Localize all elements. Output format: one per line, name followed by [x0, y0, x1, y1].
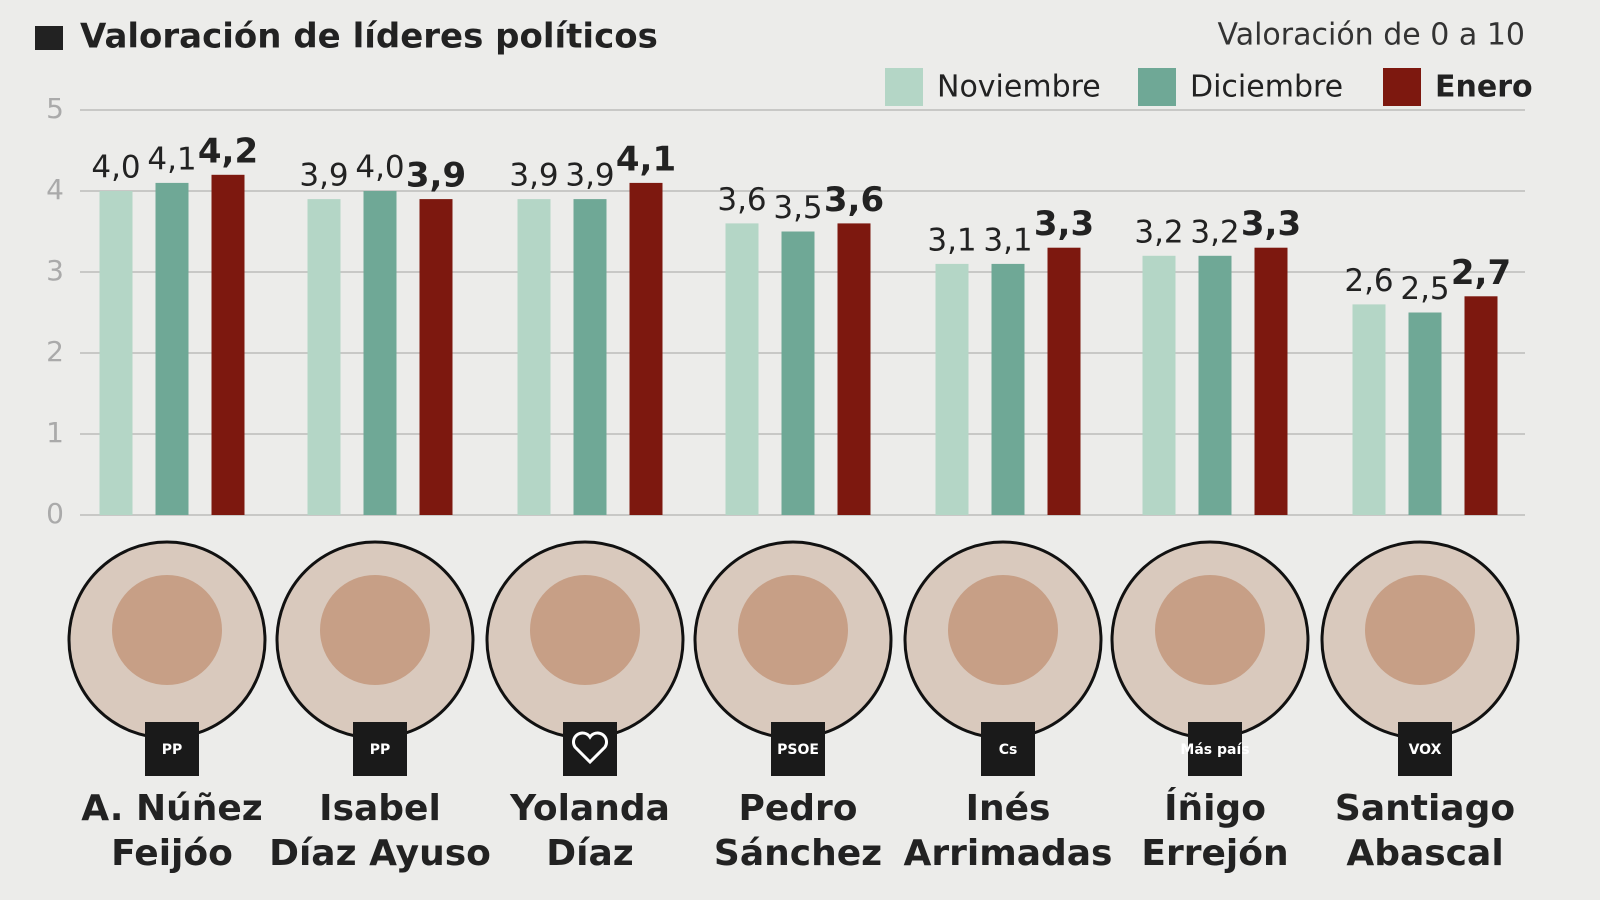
value-label: 2,6: [1344, 263, 1393, 299]
value-label: 4,1: [616, 139, 676, 179]
portrait-head: [320, 575, 430, 685]
bar: [155, 182, 189, 515]
x-tick-label: Díaz Ayuso: [269, 833, 491, 874]
value-label: 3,6: [717, 182, 766, 218]
value-label: 3,3: [1241, 204, 1301, 244]
y-tick-label: 3: [46, 254, 64, 287]
party-logo: [1188, 722, 1242, 776]
x-tick-label: Errejón: [1141, 833, 1288, 874]
party-logo: [353, 722, 407, 776]
x-tick-label: A. Núñez: [81, 788, 263, 829]
x-tick-label: Santiago: [1335, 788, 1515, 829]
bar: [1198, 255, 1232, 516]
legend-label: Enero: [1435, 70, 1533, 105]
legend-label: Diciembre: [1190, 70, 1343, 105]
value-label: 2,5: [1400, 271, 1449, 307]
value-label: 3,2: [1134, 214, 1183, 250]
bar: [99, 191, 133, 515]
portrait-head: [1365, 575, 1475, 685]
portrait-head: [1155, 575, 1265, 685]
y-tick-label: 0: [46, 497, 64, 530]
value-label: 3,1: [927, 222, 976, 258]
bar: [1408, 312, 1442, 515]
bar: [419, 199, 453, 515]
bar: [1464, 296, 1498, 515]
title-marker: [35, 26, 63, 50]
value-label: 3,5: [773, 190, 822, 226]
value-label: 3,9: [565, 158, 614, 194]
value-label: 4,0: [91, 150, 140, 186]
party-name: PSOE: [777, 742, 819, 758]
party-logo: [981, 722, 1035, 776]
value-label: 2,7: [1451, 253, 1511, 293]
x-tick-label: Arrimadas: [903, 833, 1112, 874]
portrait-head: [948, 575, 1058, 685]
value-label: 3,6: [824, 180, 884, 220]
value-label: 4,2: [198, 131, 258, 171]
x-tick-label: Isabel: [319, 788, 441, 829]
bar: [307, 199, 341, 515]
party-name: PP: [162, 742, 183, 758]
value-label: 3,1: [983, 222, 1032, 258]
legend-swatch: [1138, 68, 1176, 106]
y-tick-label: 5: [46, 92, 64, 125]
y-tick-label: 4: [46, 173, 64, 206]
y-tick-label: 1: [46, 416, 64, 449]
party-logo: [771, 722, 825, 776]
chart-subtitle: Valoración de 0 a 10: [1218, 18, 1525, 53]
value-label: 3,9: [299, 158, 348, 194]
x-tick-label: Abascal: [1346, 833, 1503, 874]
legend-swatch: [1383, 68, 1421, 106]
party-heart: [572, 731, 608, 765]
bar: [725, 223, 759, 515]
bar: [1047, 247, 1081, 515]
bar: [363, 191, 397, 515]
party-logo: [1398, 722, 1452, 776]
portrait-head: [530, 575, 640, 685]
x-tick-label: Íñigo: [1164, 787, 1266, 829]
bar: [837, 223, 871, 515]
x-tick-label: Sánchez: [714, 833, 882, 874]
x-tick-label: Pedro: [738, 788, 857, 829]
bar: [1142, 255, 1176, 516]
value-label: 3,3: [1034, 204, 1094, 244]
party-name: Más país: [1180, 742, 1249, 758]
bar: [1254, 247, 1288, 515]
x-tick-label: Feijóo: [111, 833, 233, 874]
value-label: 3,9: [509, 158, 558, 194]
y-tick-label: 2: [46, 335, 64, 368]
value-label: 3,9: [406, 156, 466, 196]
bar: [211, 174, 245, 516]
bar: [991, 263, 1025, 515]
x-tick-label: Yolanda: [509, 788, 670, 829]
bar: [1352, 304, 1386, 515]
bar: [935, 263, 969, 515]
bar: [781, 231, 815, 515]
party-name: VOX: [1409, 742, 1442, 758]
bar: [517, 199, 551, 515]
x-tick-label: Díaz: [546, 833, 633, 874]
party-name: Cs: [999, 742, 1018, 758]
legend-label: Noviembre: [937, 70, 1101, 105]
value-label: 3,2: [1190, 214, 1239, 250]
party-logo: [145, 722, 199, 776]
portrait-head: [738, 575, 848, 685]
portrait-head: [112, 575, 222, 685]
x-tick-label: Inés: [966, 788, 1051, 829]
legend-swatch: [885, 68, 923, 106]
bar: [629, 182, 663, 515]
party-name: PP: [370, 742, 391, 758]
value-label: 4,1: [147, 141, 196, 177]
party-logo: [563, 722, 617, 776]
value-label: 4,0: [355, 150, 404, 186]
chart-title: Valoración de líderes políticos: [80, 17, 658, 57]
bar: [573, 199, 607, 515]
